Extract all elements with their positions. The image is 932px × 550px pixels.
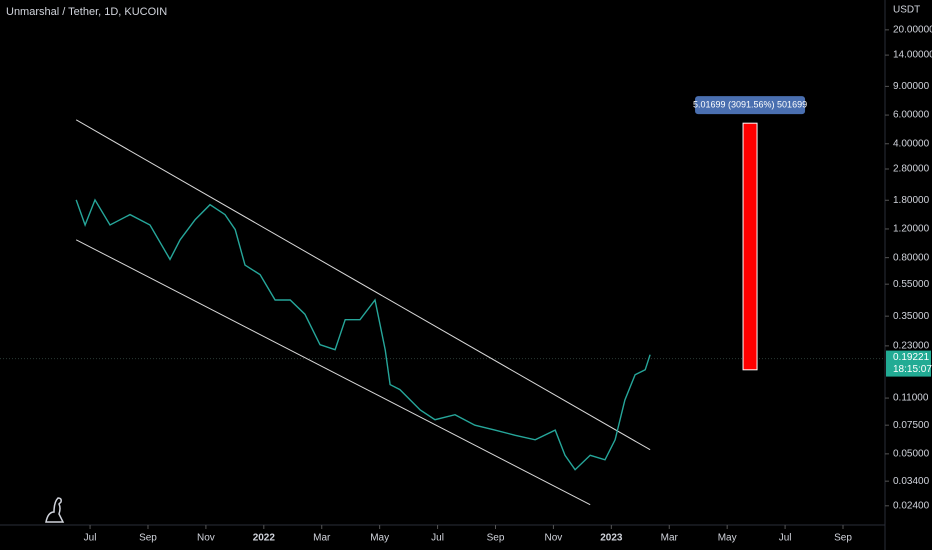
measure-bar: [742, 122, 758, 371]
countdown-label: 18:15:07: [893, 364, 932, 375]
x-tick-label: May: [370, 533, 389, 544]
x-tick-label: Mar: [661, 533, 679, 544]
x-tick-label: Sep: [139, 533, 157, 544]
y-tick-label: 0.55000: [893, 279, 930, 290]
y-tick-label: 0.80000: [893, 252, 930, 263]
y-tick-label: 0.23000: [893, 341, 930, 352]
x-tick-label: 2022: [253, 533, 276, 544]
x-tick-label: Sep: [487, 533, 505, 544]
channel-line: [75, 119, 651, 451]
price-line: [75, 198, 651, 471]
y-tick-label: 2.80000: [893, 164, 930, 175]
x-tick-label: Jul: [431, 533, 444, 544]
y-tick-label: 0.11000: [893, 393, 929, 404]
y-unit: USDT: [893, 5, 920, 16]
y-tick-label: 9.00000: [893, 81, 930, 92]
x-tick-label: Nov: [197, 533, 215, 544]
x-tick-label: May: [718, 533, 737, 544]
x-tick-label: Mar: [313, 533, 331, 544]
y-tick-label: 0.05000: [893, 449, 930, 460]
x-tick-label: 2023: [600, 533, 623, 544]
y-tick-label: 1.20000: [893, 224, 930, 235]
logo: [45, 497, 65, 523]
y-tick-label: 0.35000: [893, 311, 930, 322]
y-tick-label: 0.07500: [893, 420, 930, 431]
last-price-box: [886, 350, 931, 377]
y-tick-label: 4.00000: [893, 138, 930, 149]
channel-line: [75, 239, 591, 506]
last-price-label: 0.19221: [893, 352, 930, 363]
x-tick-label: Nov: [545, 533, 563, 544]
y-tick-label: 6.00000: [893, 110, 930, 121]
y-tick-label: 14.00000: [893, 50, 932, 61]
x-tick-label: Jul: [84, 533, 97, 544]
x-tick-label: Sep: [834, 533, 852, 544]
y-tick-label: 1.80000: [893, 195, 930, 206]
chart-title: Unmarshal / Tether, 1D, KUCOIN: [6, 6, 167, 18]
y-tick-label: 0.03400: [893, 476, 930, 487]
y-tick-label: 0.02400: [893, 500, 930, 511]
measure-label-box: [695, 96, 806, 115]
measure-label: 5.01699 (3091.56%) 501699: [693, 100, 807, 110]
y-tick-label: 20.00000: [893, 25, 932, 36]
x-tick-label: Jul: [779, 533, 792, 544]
